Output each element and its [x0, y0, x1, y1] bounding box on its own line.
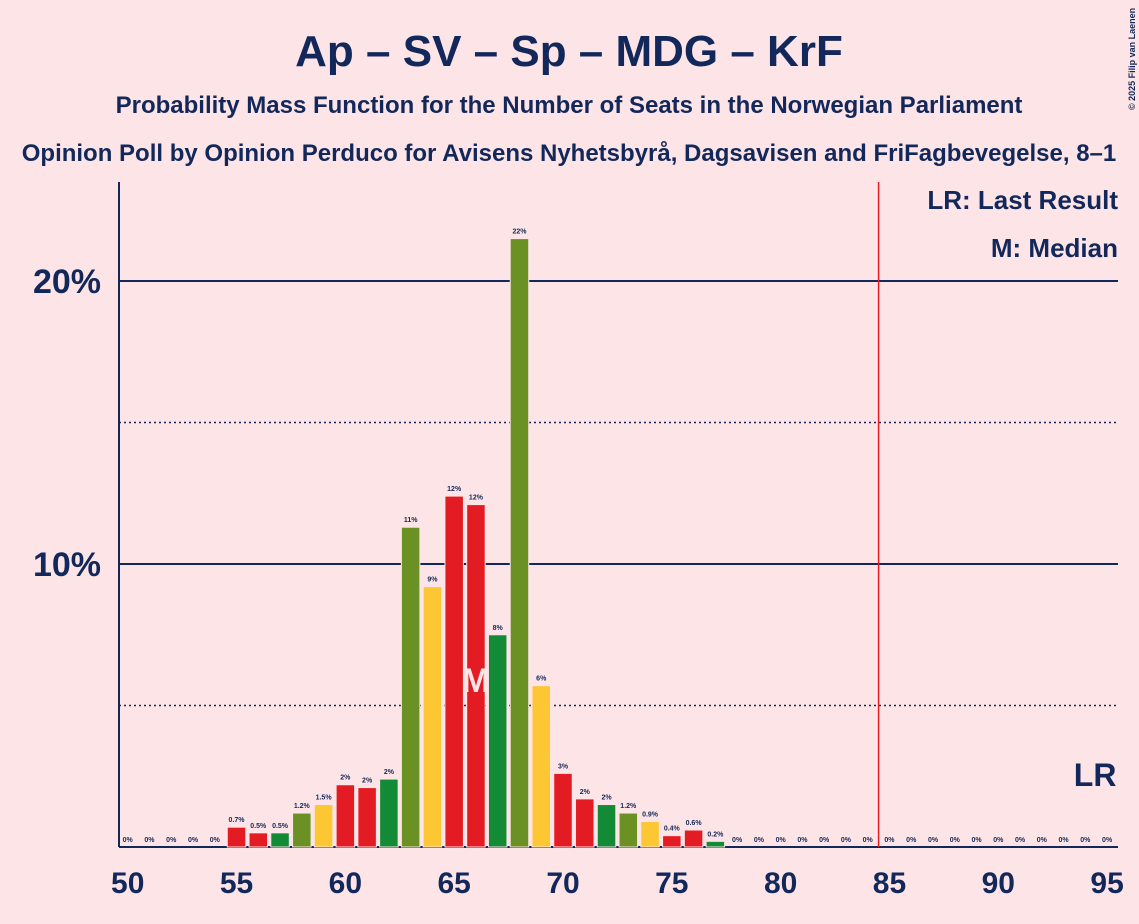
- value-label: 0.7%: [229, 817, 246, 824]
- value-label: 12%: [447, 486, 462, 493]
- bar: [509, 238, 530, 848]
- value-label: 0.6%: [686, 820, 703, 827]
- value-label: 1.2%: [294, 803, 311, 810]
- x-tick-label: 80: [764, 867, 797, 900]
- x-tick-label: 95: [1090, 867, 1123, 900]
- chart-title: Ap – SV – Sp – MDG – KrF: [295, 27, 843, 76]
- value-label: 0%: [1059, 837, 1070, 844]
- bar: [596, 804, 617, 848]
- x-tick-label: 90: [982, 867, 1015, 900]
- value-label: 0%: [1102, 837, 1113, 844]
- bar: [705, 840, 726, 848]
- bar: [466, 504, 486, 848]
- value-label: 0%: [210, 837, 221, 844]
- value-label: 0%: [884, 837, 895, 844]
- bar: [683, 829, 704, 848]
- value-label: 0%: [732, 837, 743, 844]
- value-label: 3%: [558, 763, 569, 770]
- value-label: 0%: [754, 837, 765, 844]
- bar: [487, 634, 508, 848]
- value-label: 1.2%: [620, 803, 637, 810]
- value-label: 0.4%: [664, 826, 681, 833]
- value-label: 0%: [819, 837, 830, 844]
- bar: [618, 812, 639, 848]
- x-tick-label: 70: [546, 867, 579, 900]
- bar: [444, 495, 464, 848]
- bar: [313, 804, 334, 848]
- value-label: 2%: [601, 795, 612, 802]
- value-label: 11%: [404, 517, 418, 524]
- value-label: 0%: [971, 837, 982, 844]
- value-label: 0.9%: [642, 812, 659, 819]
- y-tick-label: 20%: [33, 263, 101, 301]
- legend-m: M: Median: [991, 233, 1118, 263]
- last-result-label: LR: [1074, 757, 1117, 793]
- bar: [575, 798, 595, 848]
- value-label: 8%: [493, 625, 504, 632]
- bar: [531, 685, 551, 848]
- value-label: 0%: [1080, 837, 1091, 844]
- value-label: 9%: [427, 577, 438, 584]
- value-label: 0.2%: [707, 831, 724, 838]
- x-tick-label: 75: [655, 867, 688, 900]
- bar: [292, 812, 312, 848]
- value-label: 0%: [863, 837, 874, 844]
- x-tick-label: 65: [437, 867, 470, 900]
- value-label: 2%: [384, 769, 395, 776]
- value-label: 0%: [776, 837, 787, 844]
- bar: [553, 772, 573, 848]
- x-tick-label: 60: [329, 867, 362, 900]
- value-label: 22%: [512, 229, 527, 236]
- bar: [640, 821, 660, 848]
- bar: [226, 826, 247, 848]
- chart-subtitle2: Opinion Poll by Opinion Perduco for Avis…: [22, 140, 1117, 167]
- value-label: 0%: [993, 837, 1004, 844]
- bar: [400, 526, 421, 848]
- value-label: 0%: [166, 837, 177, 844]
- x-tick-label: 85: [873, 867, 906, 900]
- value-label: 0%: [841, 837, 852, 844]
- bar: [379, 778, 399, 848]
- y-tick-label: 10%: [33, 546, 101, 584]
- value-label: 0%: [1015, 837, 1026, 844]
- value-label: 6%: [536, 676, 547, 683]
- legend-lr: LR: Last Result: [927, 185, 1118, 215]
- value-label: 0%: [1037, 837, 1048, 844]
- median-label: M: [462, 662, 490, 700]
- value-label: 0.5%: [272, 823, 289, 830]
- bar: [248, 832, 269, 848]
- value-label: 0%: [188, 837, 199, 844]
- bar: [335, 784, 356, 848]
- value-label: 0%: [928, 837, 939, 844]
- bar: [422, 586, 443, 848]
- x-tick-label: 55: [220, 867, 253, 900]
- x-tick-label: 50: [111, 867, 144, 900]
- value-label: 0.5%: [250, 823, 267, 830]
- value-label: 12%: [469, 495, 484, 502]
- value-label: 2%: [362, 778, 373, 785]
- copyright: © 2025 Filip van Laenen: [1127, 8, 1137, 110]
- chart-subtitle: Probability Mass Function for the Number…: [116, 92, 1023, 119]
- value-label: 0%: [906, 837, 917, 844]
- bar: [662, 835, 682, 848]
- value-label: 0%: [144, 837, 155, 844]
- value-label: 0%: [797, 837, 808, 844]
- value-label: 2%: [580, 789, 591, 796]
- value-label: 2%: [340, 775, 351, 782]
- value-label: 1.5%: [316, 795, 333, 802]
- bar: [357, 787, 377, 848]
- value-label: 0%: [950, 837, 961, 844]
- bar: [270, 832, 290, 848]
- value-label: 0%: [123, 837, 134, 844]
